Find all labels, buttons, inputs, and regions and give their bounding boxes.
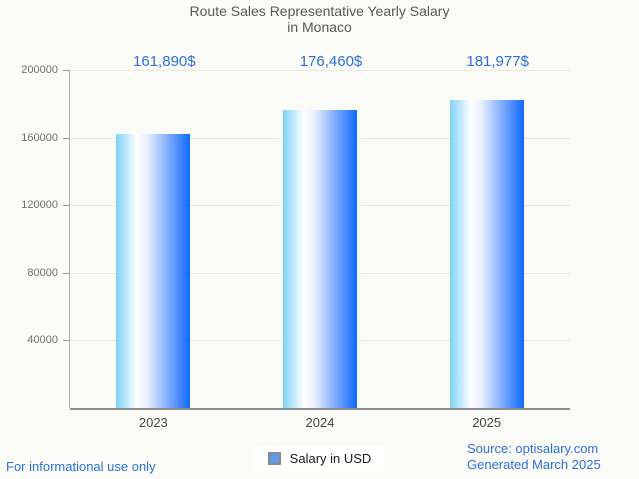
- chart-title-line1: Route Sales Representative Yearly Salary: [189, 3, 450, 19]
- chart-title-line2: in Monaco: [287, 18, 352, 35]
- x-axis-baseline: [70, 408, 570, 410]
- grid-line: [70, 70, 570, 71]
- y-tick-mark: [63, 340, 70, 342]
- y-tick-label: 40000: [27, 334, 58, 347]
- y-tick-mark: [63, 272, 70, 274]
- x-axis-label: 2025: [472, 415, 502, 430]
- bar-value-label: 181,977$: [466, 53, 529, 70]
- chart-title: Route Sales Representative Yearly Salary…: [0, 3, 639, 35]
- bar-2023: [116, 134, 191, 408]
- source-text: Source: optisalary.com: [467, 441, 599, 456]
- y-tick-label: 160000: [21, 131, 58, 144]
- bar-2025: [449, 100, 524, 408]
- legend: Salary in USD: [0, 446, 639, 471]
- bar-value-label: 161,890$: [133, 53, 196, 70]
- source-block: Source: optisalary.com Generated March 2…: [467, 441, 601, 472]
- y-axis-line: [69, 70, 70, 408]
- disclaimer-text: For informational use only: [6, 459, 156, 474]
- legend-box: Salary in USD: [254, 446, 385, 471]
- plot-area: 40000 80000 120000 160000 200000: [21, 64, 570, 410]
- generated-text: Generated March 2025: [467, 456, 601, 472]
- y-tick-mark: [63, 137, 70, 139]
- legend-label: Salary in USD: [289, 451, 372, 466]
- y-tick-label: 120000: [21, 199, 58, 212]
- y-tick-label: 200000: [21, 64, 58, 76]
- legend-swatch-icon: [267, 452, 281, 465]
- bar-value-label: 176,460$: [299, 53, 363, 70]
- bar-2024: [283, 109, 357, 408]
- y-tick-mark: [63, 70, 70, 71]
- x-axis-label: 2023: [138, 415, 168, 430]
- x-axis-label: 2024: [305, 415, 335, 430]
- y-tick-label: 80000: [27, 266, 58, 279]
- y-tick-mark: [63, 205, 70, 207]
